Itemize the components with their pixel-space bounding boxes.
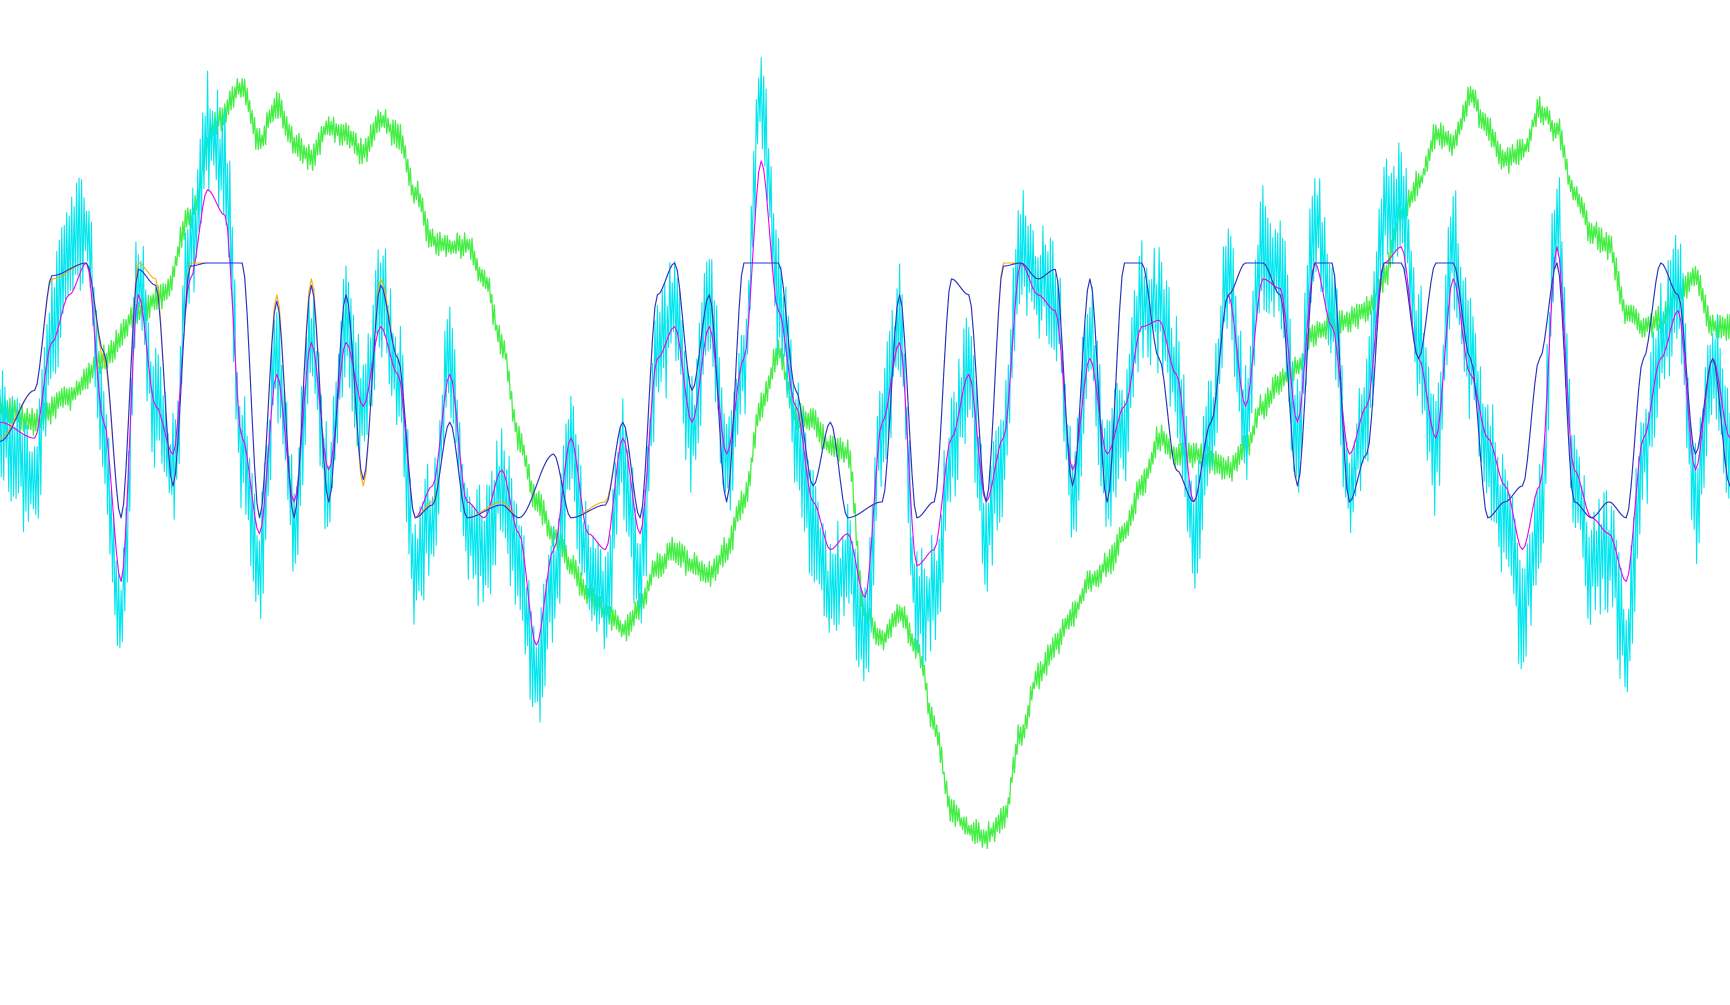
series-line-1 bbox=[0, 56, 1730, 723]
series-layer bbox=[0, 56, 1730, 850]
series-line-4 bbox=[0, 262, 1730, 519]
